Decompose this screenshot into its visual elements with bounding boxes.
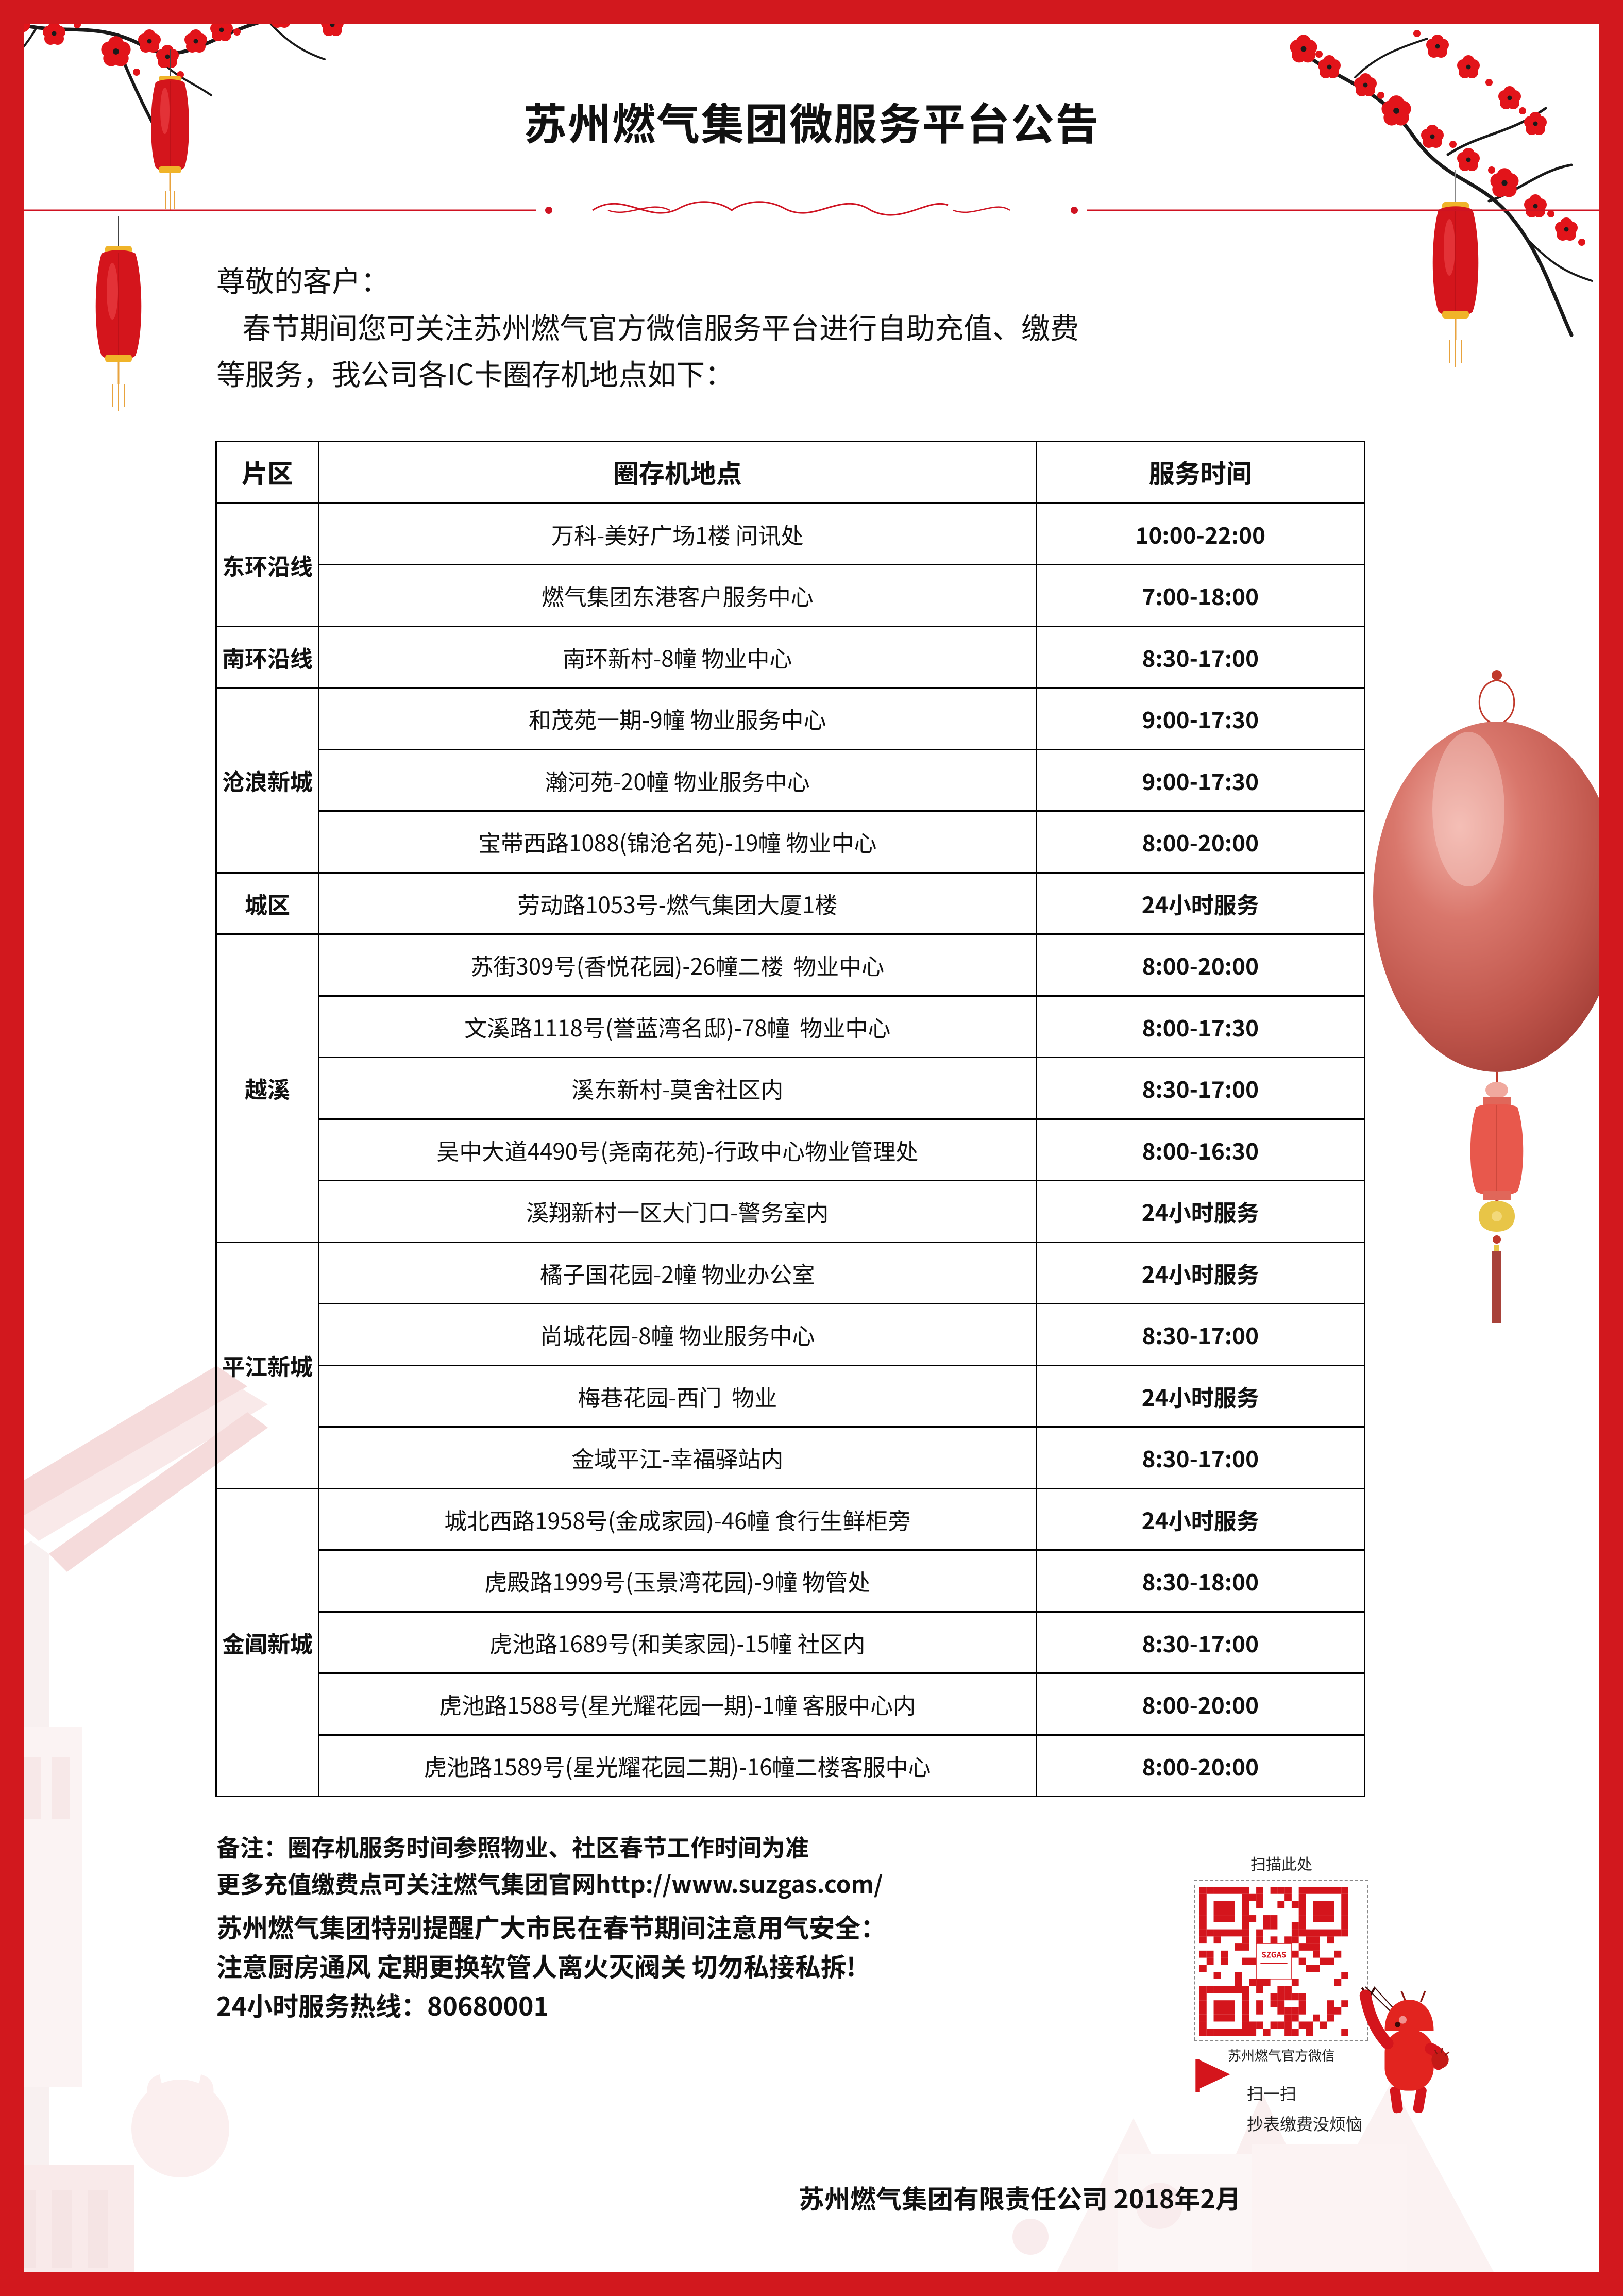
svg-text:SZGAS: SZGAS (1261, 1949, 1286, 1960)
